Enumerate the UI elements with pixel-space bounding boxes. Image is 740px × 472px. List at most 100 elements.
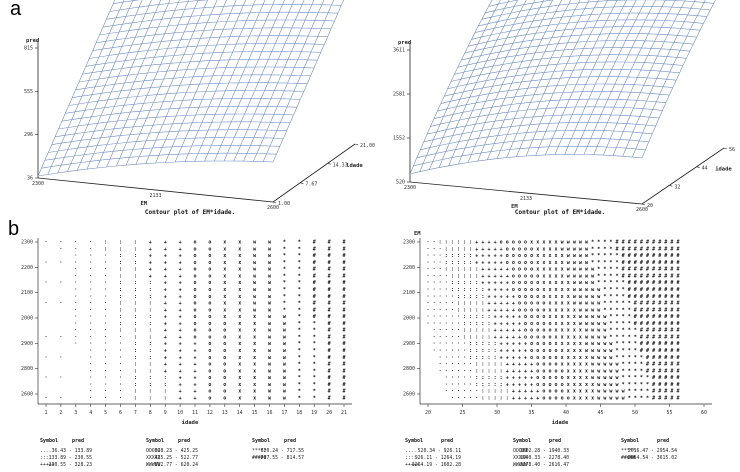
contour-symbol: # [676,348,679,354]
contour-symbol: : [469,287,472,293]
contour-symbol: : [475,368,478,374]
contour-symbol: w [597,341,601,347]
contour-symbol: · [469,396,472,402]
contour-symbol: w [283,334,287,340]
contour-symbol: + [193,341,196,347]
contour-symbol: # [658,253,661,259]
contour-symbol: # [640,301,643,307]
contour-symbol: · [119,375,122,381]
contour-symbol: # [670,240,673,246]
contour-symbol: * [628,334,631,340]
contour-symbol: # [634,301,637,307]
contour-symbol: x [573,348,576,354]
contour-symbol: o [518,301,521,307]
contour-symbol: # [342,280,345,286]
contour-symbol: · [439,273,442,279]
contour-symbol: · [445,375,448,381]
contour-symbol: x [555,314,558,320]
contour-symbol: x [530,240,533,246]
contour-symbol: # [664,396,667,402]
contour-symbol: w [579,267,583,273]
contour-symbol: * [616,314,619,320]
contour-symbol: w [591,341,595,347]
contour-x-tick-label: 7 [134,410,137,416]
contour-symbol: + [512,314,515,320]
contour-symbol: w [591,287,595,293]
contour-symbol: : [481,362,484,368]
contour-symbol: * [628,389,631,395]
contour-symbol: · [89,301,92,307]
contour-symbol: : [469,355,472,361]
contour-symbol: · [469,368,472,374]
contour-symbol: · [433,240,436,246]
contour-symbol: * [298,328,301,334]
contour-symbol: * [622,280,625,286]
contour-symbol: # [658,375,661,381]
contour-symbol: · [74,314,77,320]
contour-symbol: x [555,240,558,246]
contour-symbol: # [670,375,673,381]
contour-symbol: : [134,246,137,252]
contour-symbol: : [445,253,448,259]
contour-symbol: w [597,287,601,293]
contour-symbol: w [253,280,257,286]
contour-symbol: + [494,267,497,273]
contour-symbol: · [457,368,460,374]
contour-symbol: + [500,253,503,259]
contour-symbol: * [283,287,286,293]
x-tick-label: 2300 [404,185,416,191]
contour-symbol: # [628,267,631,273]
contour-symbol: : [469,307,472,313]
contour-symbol: · [433,341,436,347]
contour-symbol: w [268,280,272,286]
contour-symbol: # [676,287,679,293]
contour-symbol: w [253,267,257,273]
contour-symbol: x [253,375,256,381]
contour-symbol: # [640,246,643,252]
contour-symbol: * [622,287,625,293]
contour-symbol: # [676,355,679,361]
contour-symbol: w [597,348,601,354]
contour-symbol: * [646,382,649,388]
contour-symbol: · [445,280,448,286]
contour-symbol: # [313,301,316,307]
contour-symbol: : [457,260,460,266]
contour-symbol: : [475,341,478,347]
contour-y-label: EM [414,231,421,237]
contour-symbol: x [555,273,558,279]
contour-symbol: w [585,348,589,354]
contour-symbol: · [74,287,77,293]
contour-symbol: · [469,375,472,381]
contour-symbol: : [500,375,503,381]
contour-symbol: # [616,240,619,246]
contour-symbol: o [542,382,545,388]
contour-symbol: # [640,314,643,320]
contour-symbol: * [597,246,600,252]
contour-symbol: : [481,301,484,307]
contour-symbol: * [622,314,625,320]
contour-symbol: x [573,362,576,368]
contour-symbol: # [328,301,331,307]
contour-symbol: x [555,307,558,313]
contour-symbol: · [439,362,442,368]
contour-symbol: + [506,362,509,368]
y-tick-mark [354,143,359,146]
contour-symbol: + [524,382,527,388]
contour-symbol: · [104,314,107,320]
contour-symbol: x [238,287,241,293]
contour-symbol: # [646,273,649,279]
contour-symbol: w [283,328,287,334]
contour-symbol: + [500,301,503,307]
x-tick-label: 2133 [520,196,532,202]
contour-symbol: * [597,267,600,273]
contour-symbol: : [487,382,490,388]
contour-symbol: + [518,368,521,374]
contour-symbol: x [591,382,594,388]
contour-symbol: w [283,396,287,402]
contour-symbol: # [342,240,345,246]
contour-symbol: # [342,355,345,361]
contour-symbol: · [445,334,448,340]
contour-symbol: + [494,301,497,307]
contour-symbol: w [616,382,620,388]
contour-symbol: · [104,334,107,340]
